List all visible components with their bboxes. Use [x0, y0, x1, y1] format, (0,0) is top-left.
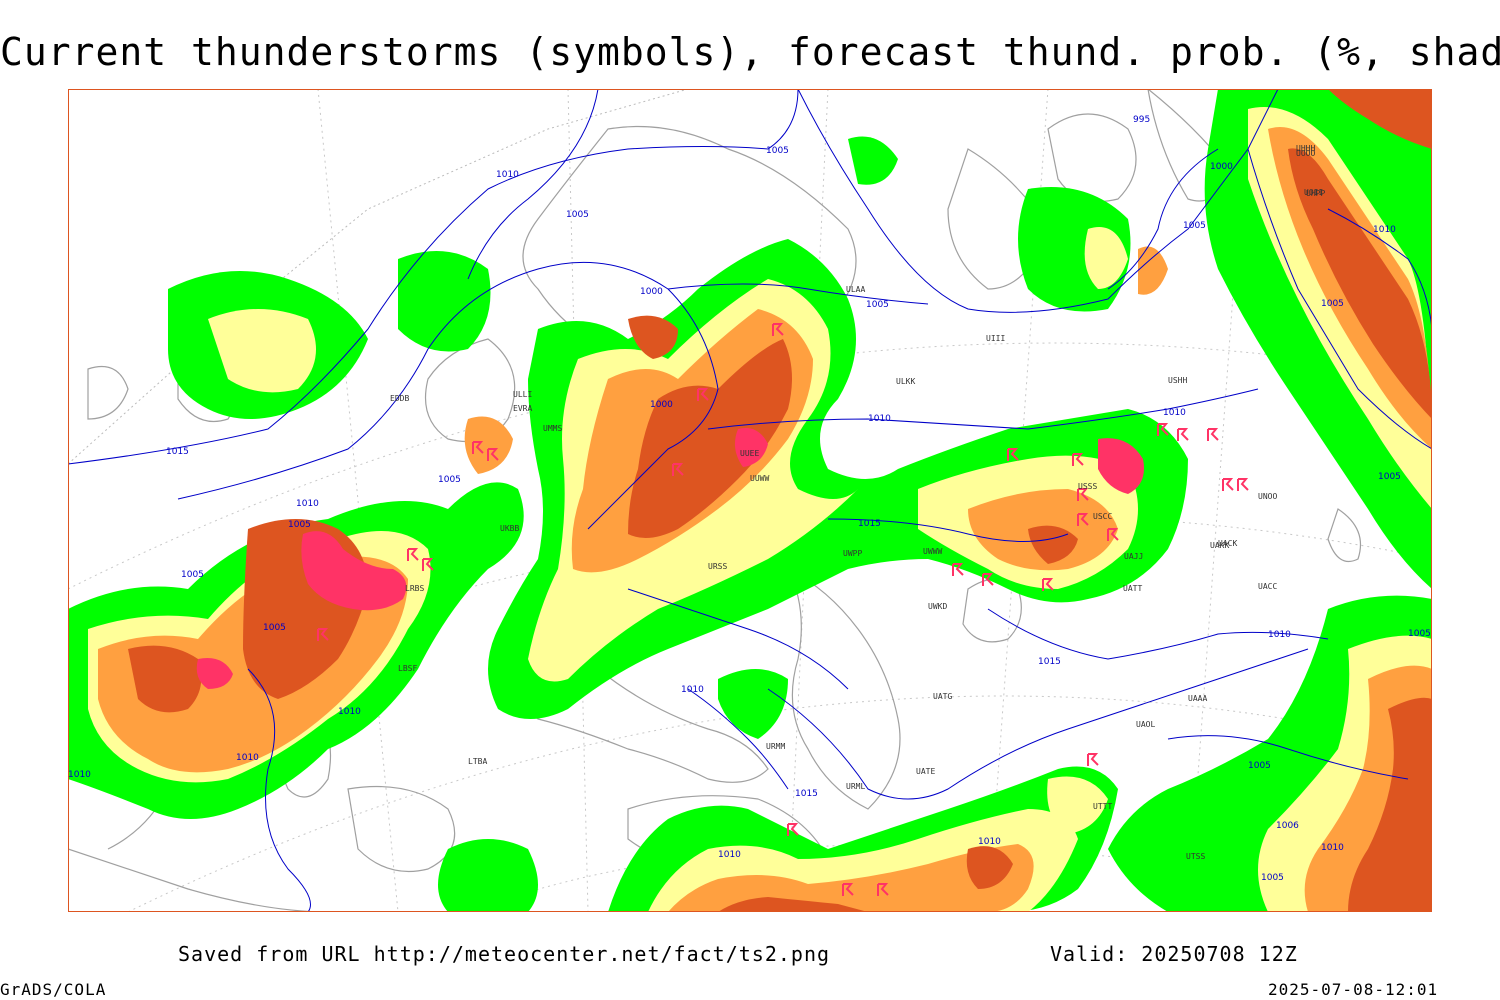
isobar-label-1010: 1010	[496, 170, 519, 180]
svg-text:URMM: URMM	[766, 742, 785, 751]
svg-text:LBSF: LBSF	[398, 664, 417, 673]
svg-text:UNOO: UNOO	[1258, 492, 1277, 501]
svg-text:UATE: UATE	[916, 767, 935, 776]
svg-text:UWKD: UWKD	[928, 602, 947, 611]
svg-text:LTBA: LTBA	[468, 757, 487, 766]
isobar-label-1010l: 1010	[718, 850, 741, 860]
svg-text:UMMS: UMMS	[543, 424, 562, 433]
svg-text:UOOO: UOOO	[1296, 149, 1315, 158]
station-labels: EDDB EVRA UMMS UUEE UUWW URSS UKBB UWPP …	[390, 144, 1325, 861]
isobar-label-1005h: 1005	[181, 570, 204, 580]
svg-text:UAKK: UAKK	[1210, 541, 1229, 550]
svg-text:ULLI: ULLI	[513, 390, 532, 399]
svg-text:URSS: URSS	[708, 562, 727, 571]
isobar-label-1010e: 1010	[296, 499, 319, 509]
svg-text:UATG: UATG	[933, 692, 952, 701]
isobar-label-1005m: 1005	[1261, 873, 1284, 883]
isobar-label-1005d: 1005	[1183, 221, 1206, 231]
svg-text:UHPP: UHPP	[1306, 189, 1325, 198]
isobar-label-1000b: 1000	[640, 287, 663, 297]
forecast-map: 995 1000 1000 1000 1005 1005 1005 1005 1…	[68, 89, 1432, 912]
svg-text:UOII: UOII	[1304, 188, 1323, 197]
isobar-label-1010b: 1010	[1373, 225, 1396, 235]
isobar-labels: 995 1000 1000 1000 1005 1005 1005 1005 1…	[68, 115, 1431, 883]
isobar-label-1005b: 1005	[566, 210, 589, 220]
svg-text:URML: URML	[846, 782, 865, 791]
svg-text:USHH: USHH	[1168, 376, 1187, 385]
isobars	[68, 89, 1432, 912]
isobar-label-1010c: 1010	[868, 414, 891, 424]
valid-time-label: Valid: 20250708 12Z	[1050, 942, 1298, 966]
svg-text:EVRA: EVRA	[513, 404, 532, 413]
isobar-label-1010f: 1010	[338, 707, 361, 717]
isobar-label-1000c: 1000	[650, 400, 673, 410]
svg-text:UATT: UATT	[1123, 584, 1142, 593]
generated-time-label: 2025-07-08-12:01	[1268, 980, 1439, 999]
svg-text:ULAA: ULAA	[846, 285, 865, 294]
storm-areas	[196, 428, 1144, 689]
svg-text:UUEE: UUEE	[740, 449, 759, 458]
svg-text:UAAA: UAAA	[1188, 694, 1207, 703]
map-title: Current thunderstorms (symbols), forecas…	[0, 30, 1500, 74]
isobar-label-1005c: 1005	[866, 300, 889, 310]
svg-text:UWWW: UWWW	[923, 547, 942, 556]
isobar-label-1005j: 1005	[1378, 472, 1401, 482]
isobar-label-1005l: 1005	[1248, 761, 1271, 771]
software-label: GrADS/COLA	[0, 980, 107, 999]
isobar-label-1005: 1005	[766, 146, 789, 156]
svg-text:UTTT: UTTT	[1093, 802, 1112, 811]
source-url-label: Saved from URL http://meteocenter.net/fa…	[178, 942, 831, 966]
isobar-label-1010m: 1010	[1321, 843, 1344, 853]
svg-text:UAJJ: UAJJ	[1124, 552, 1143, 561]
isobar-label-995: 995	[1133, 115, 1150, 125]
svg-text:UACK: UACK	[1218, 539, 1237, 548]
storm-symbols	[317, 323, 1249, 896]
svg-text:UACC: UACC	[1258, 582, 1277, 591]
isobar-label-1006: 1006	[1276, 821, 1299, 831]
svg-text:UIII: UIII	[986, 334, 1005, 343]
isobar-label-1000: 1000	[1210, 162, 1233, 172]
projection-boundary	[68, 89, 689, 465]
isobar-label-1010j: 1010	[681, 685, 704, 695]
svg-text:UKBB: UKBB	[500, 524, 519, 533]
isobar-label-1005g: 1005	[288, 520, 311, 530]
isobar-label-1015c: 1015	[1038, 657, 1061, 667]
svg-text:ULKK: ULKK	[896, 377, 915, 386]
isobar-label-1005f: 1005	[438, 475, 461, 485]
svg-text:USSS: USSS	[1078, 482, 1097, 491]
isobar-label-1010g: 1010	[68, 770, 91, 780]
isobar-label-1010k: 1010	[978, 837, 1001, 847]
isobar-label-1005e: 1005	[1321, 299, 1344, 309]
svg-text:UAOL: UAOL	[1136, 720, 1155, 729]
svg-text:UUWW: UUWW	[750, 474, 769, 483]
svg-text:EDDB: EDDB	[390, 394, 409, 403]
isobar-label-1015b: 1015	[858, 519, 881, 529]
isobar-label-1005k: 1005	[1408, 629, 1431, 639]
isobar-label-1015: 1015	[166, 447, 189, 457]
svg-text:USCC: USCC	[1093, 512, 1112, 521]
svg-text:LRBS: LRBS	[405, 584, 424, 593]
map-frame	[68, 89, 1432, 912]
svg-text:UTSS: UTSS	[1186, 852, 1205, 861]
isobar-label-1010d: 1010	[1163, 408, 1186, 418]
isobar-label-1005i: 1005	[263, 623, 286, 633]
svg-text:UHHH: UHHH	[1296, 144, 1315, 153]
isobar-label-1010i: 1010	[1268, 630, 1291, 640]
isobar-label-1015d: 1015	[795, 789, 818, 799]
svg-text:UWPP: UWPP	[843, 549, 862, 558]
isobar-label-1010h: 1010	[236, 753, 259, 763]
